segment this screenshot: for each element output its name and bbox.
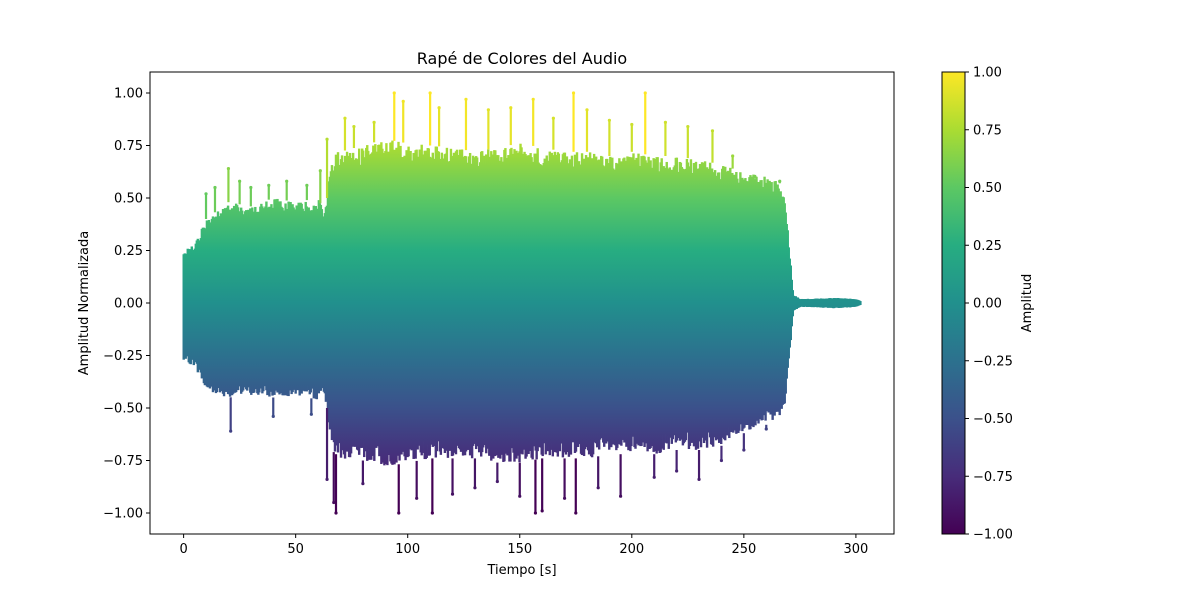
peak-point <box>238 179 242 183</box>
chart-title: Rapé de Colores del Audio <box>417 49 627 68</box>
peak-point <box>531 97 535 101</box>
peak-point <box>619 494 623 498</box>
peak-point <box>334 511 338 515</box>
peak-point <box>213 185 217 190</box>
x-tick-label: 150 <box>507 542 532 557</box>
peak-point <box>675 469 679 473</box>
x-tick-label: 250 <box>731 542 756 557</box>
colorbar-axis: −1.00 −0.75 −0.50 −0.25 0.00 0.25 0.50 0.75 1.00 <box>965 66 1013 543</box>
peak-point <box>352 125 356 129</box>
peak-point <box>663 120 668 124</box>
colorbar-tick-label: 0.50 <box>973 181 1002 196</box>
peak-point <box>271 414 275 418</box>
y-tick-label: 0.00 <box>114 297 143 312</box>
peak-point <box>630 122 634 127</box>
peak-point <box>437 106 441 110</box>
peak-point <box>392 91 396 95</box>
peak-point <box>267 183 271 187</box>
peak-point <box>731 154 735 158</box>
peak-point <box>607 118 611 122</box>
y-tick-label: −0.50 <box>103 402 143 417</box>
peak-point <box>574 511 578 515</box>
waveform-strip <box>859 301 862 306</box>
x-tick-label: 50 <box>287 542 304 557</box>
peak-point <box>710 129 715 133</box>
peak-point <box>226 167 231 171</box>
peak-point <box>719 458 724 463</box>
peak-point <box>652 475 656 479</box>
x-tick-label: 300 <box>843 542 868 557</box>
peak-point <box>753 175 757 179</box>
peak-point <box>551 116 555 120</box>
peak-point <box>697 477 701 481</box>
peak-point <box>332 500 336 505</box>
y-axis-label: Amplitud Normalizada <box>77 231 92 375</box>
peak-point <box>764 427 768 431</box>
colorbar-tick-label: 0.00 <box>973 297 1002 312</box>
y-tick-label: 1.00 <box>114 87 143 102</box>
peak-point <box>473 486 477 490</box>
peak-point <box>309 412 313 416</box>
y-tick-label: −0.75 <box>103 454 143 469</box>
peak-point <box>562 496 567 500</box>
axes: 0 50 100 150 200 250 300 −1.00 −0.75 −0.50 −0.25 0.… <box>103 87 868 558</box>
peak-point <box>450 492 455 496</box>
plot-area <box>182 91 862 515</box>
colorbar-label: Amplitud <box>1020 274 1035 333</box>
colorbar-tick-label: 1.00 <box>973 66 1002 81</box>
y-tick-label: −0.25 <box>103 349 143 364</box>
peak-point <box>397 511 401 515</box>
peak-point <box>495 479 499 484</box>
peak-point <box>305 183 309 187</box>
peak-point <box>778 179 782 183</box>
colorbar-tick-label: 0.25 <box>973 239 1002 254</box>
peak-point <box>686 125 690 129</box>
peak-point <box>415 496 419 500</box>
peak-point <box>533 511 538 515</box>
peak-point <box>318 169 322 173</box>
peak-point <box>643 91 647 95</box>
y-tick-label: −1.00 <box>103 507 143 522</box>
x-tick-label: 0 <box>179 542 187 557</box>
peak-point <box>585 108 589 112</box>
peak-point <box>742 448 746 452</box>
peak-point <box>285 179 289 183</box>
peak-point <box>509 106 513 110</box>
x-tick-label: 100 <box>395 542 420 557</box>
peak-point <box>540 509 544 513</box>
x-tick-label: 200 <box>619 542 644 557</box>
peak-point <box>428 91 432 95</box>
colorbar-tick-label: 0.75 <box>973 123 1002 138</box>
colorbar-tick-label: −0.75 <box>973 470 1013 485</box>
y-tick-label: 0.50 <box>114 192 143 207</box>
peak-point <box>464 97 468 101</box>
peak-point <box>596 486 600 490</box>
peak-point <box>372 120 376 124</box>
colorbar-tick-label: −0.50 <box>973 412 1013 427</box>
peak-point <box>249 185 253 190</box>
peak-point <box>401 99 405 103</box>
colorbar-tick-label: −1.00 <box>973 528 1013 543</box>
peak-point <box>518 494 522 498</box>
colorbar-tick-label: −0.25 <box>973 354 1013 369</box>
colorbar <box>941 71 966 535</box>
x-axis-label: Tiempo [s] <box>486 563 556 578</box>
peak-point <box>204 192 208 196</box>
y-tick-label: 0.75 <box>114 139 143 154</box>
peak-point <box>229 429 233 433</box>
peak-point <box>343 116 347 120</box>
peak-point <box>325 137 329 141</box>
peak-point <box>571 91 576 95</box>
peak-point <box>325 477 329 481</box>
peak-point <box>361 482 365 486</box>
peak-point <box>430 511 434 515</box>
y-tick-label: 0.25 <box>114 244 143 259</box>
peak-point <box>486 108 490 112</box>
